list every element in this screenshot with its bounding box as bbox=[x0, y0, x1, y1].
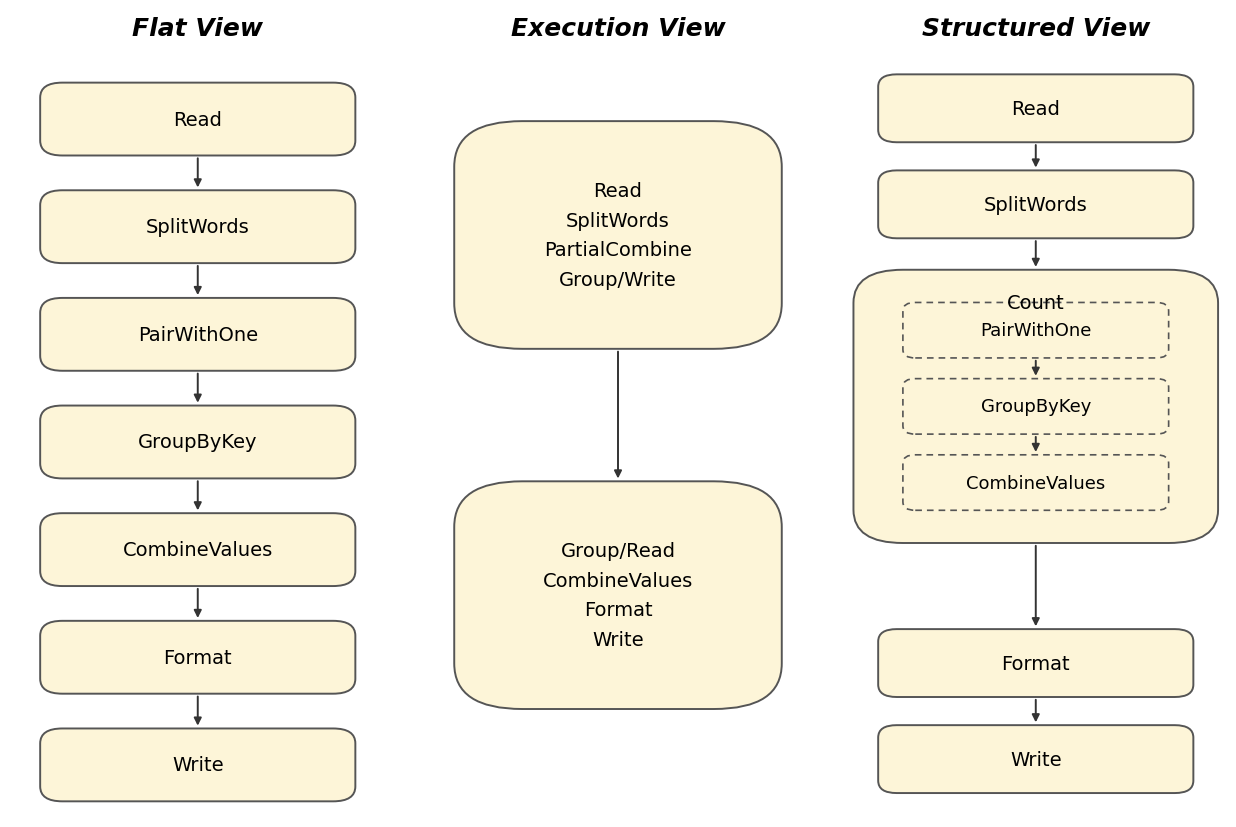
FancyBboxPatch shape bbox=[902, 455, 1169, 511]
Text: Read: Read bbox=[1011, 100, 1060, 118]
Text: Structured View: Structured View bbox=[922, 17, 1149, 41]
Text: Read: Read bbox=[173, 111, 222, 129]
FancyBboxPatch shape bbox=[40, 621, 356, 694]
FancyBboxPatch shape bbox=[40, 514, 356, 586]
FancyBboxPatch shape bbox=[40, 84, 356, 156]
Text: Write: Write bbox=[172, 756, 224, 774]
FancyBboxPatch shape bbox=[902, 379, 1169, 435]
FancyBboxPatch shape bbox=[455, 481, 782, 709]
FancyBboxPatch shape bbox=[878, 725, 1194, 793]
Text: SplitWords: SplitWords bbox=[146, 218, 250, 237]
FancyBboxPatch shape bbox=[40, 299, 356, 371]
Text: CombineValues: CombineValues bbox=[967, 474, 1105, 492]
FancyBboxPatch shape bbox=[878, 171, 1194, 239]
FancyBboxPatch shape bbox=[40, 729, 356, 801]
Text: Count: Count bbox=[1007, 294, 1064, 313]
Text: GroupByKey: GroupByKey bbox=[138, 433, 257, 452]
Text: Format: Format bbox=[1001, 654, 1070, 672]
FancyBboxPatch shape bbox=[40, 191, 356, 264]
FancyBboxPatch shape bbox=[455, 122, 782, 350]
Text: Write: Write bbox=[1010, 750, 1062, 768]
Text: SplitWords: SplitWords bbox=[984, 196, 1088, 214]
FancyBboxPatch shape bbox=[878, 75, 1194, 143]
Text: PairWithOne: PairWithOne bbox=[980, 322, 1091, 340]
Text: Format: Format bbox=[163, 648, 232, 667]
Text: Flat View: Flat View bbox=[132, 17, 263, 41]
Text: Group/Read
CombineValues
Format
Write: Group/Read CombineValues Format Write bbox=[543, 542, 693, 649]
FancyBboxPatch shape bbox=[40, 406, 356, 479]
Text: Execution View: Execution View bbox=[510, 17, 726, 41]
FancyBboxPatch shape bbox=[902, 304, 1169, 359]
FancyBboxPatch shape bbox=[878, 629, 1194, 697]
Text: PairWithOne: PairWithOne bbox=[137, 326, 258, 344]
Text: GroupByKey: GroupByKey bbox=[980, 398, 1091, 416]
Text: CombineValues: CombineValues bbox=[122, 541, 273, 559]
FancyBboxPatch shape bbox=[853, 270, 1219, 543]
Text: Read
SplitWords
PartialCombine
Group/Write: Read SplitWords PartialCombine Group/Wri… bbox=[544, 182, 692, 289]
